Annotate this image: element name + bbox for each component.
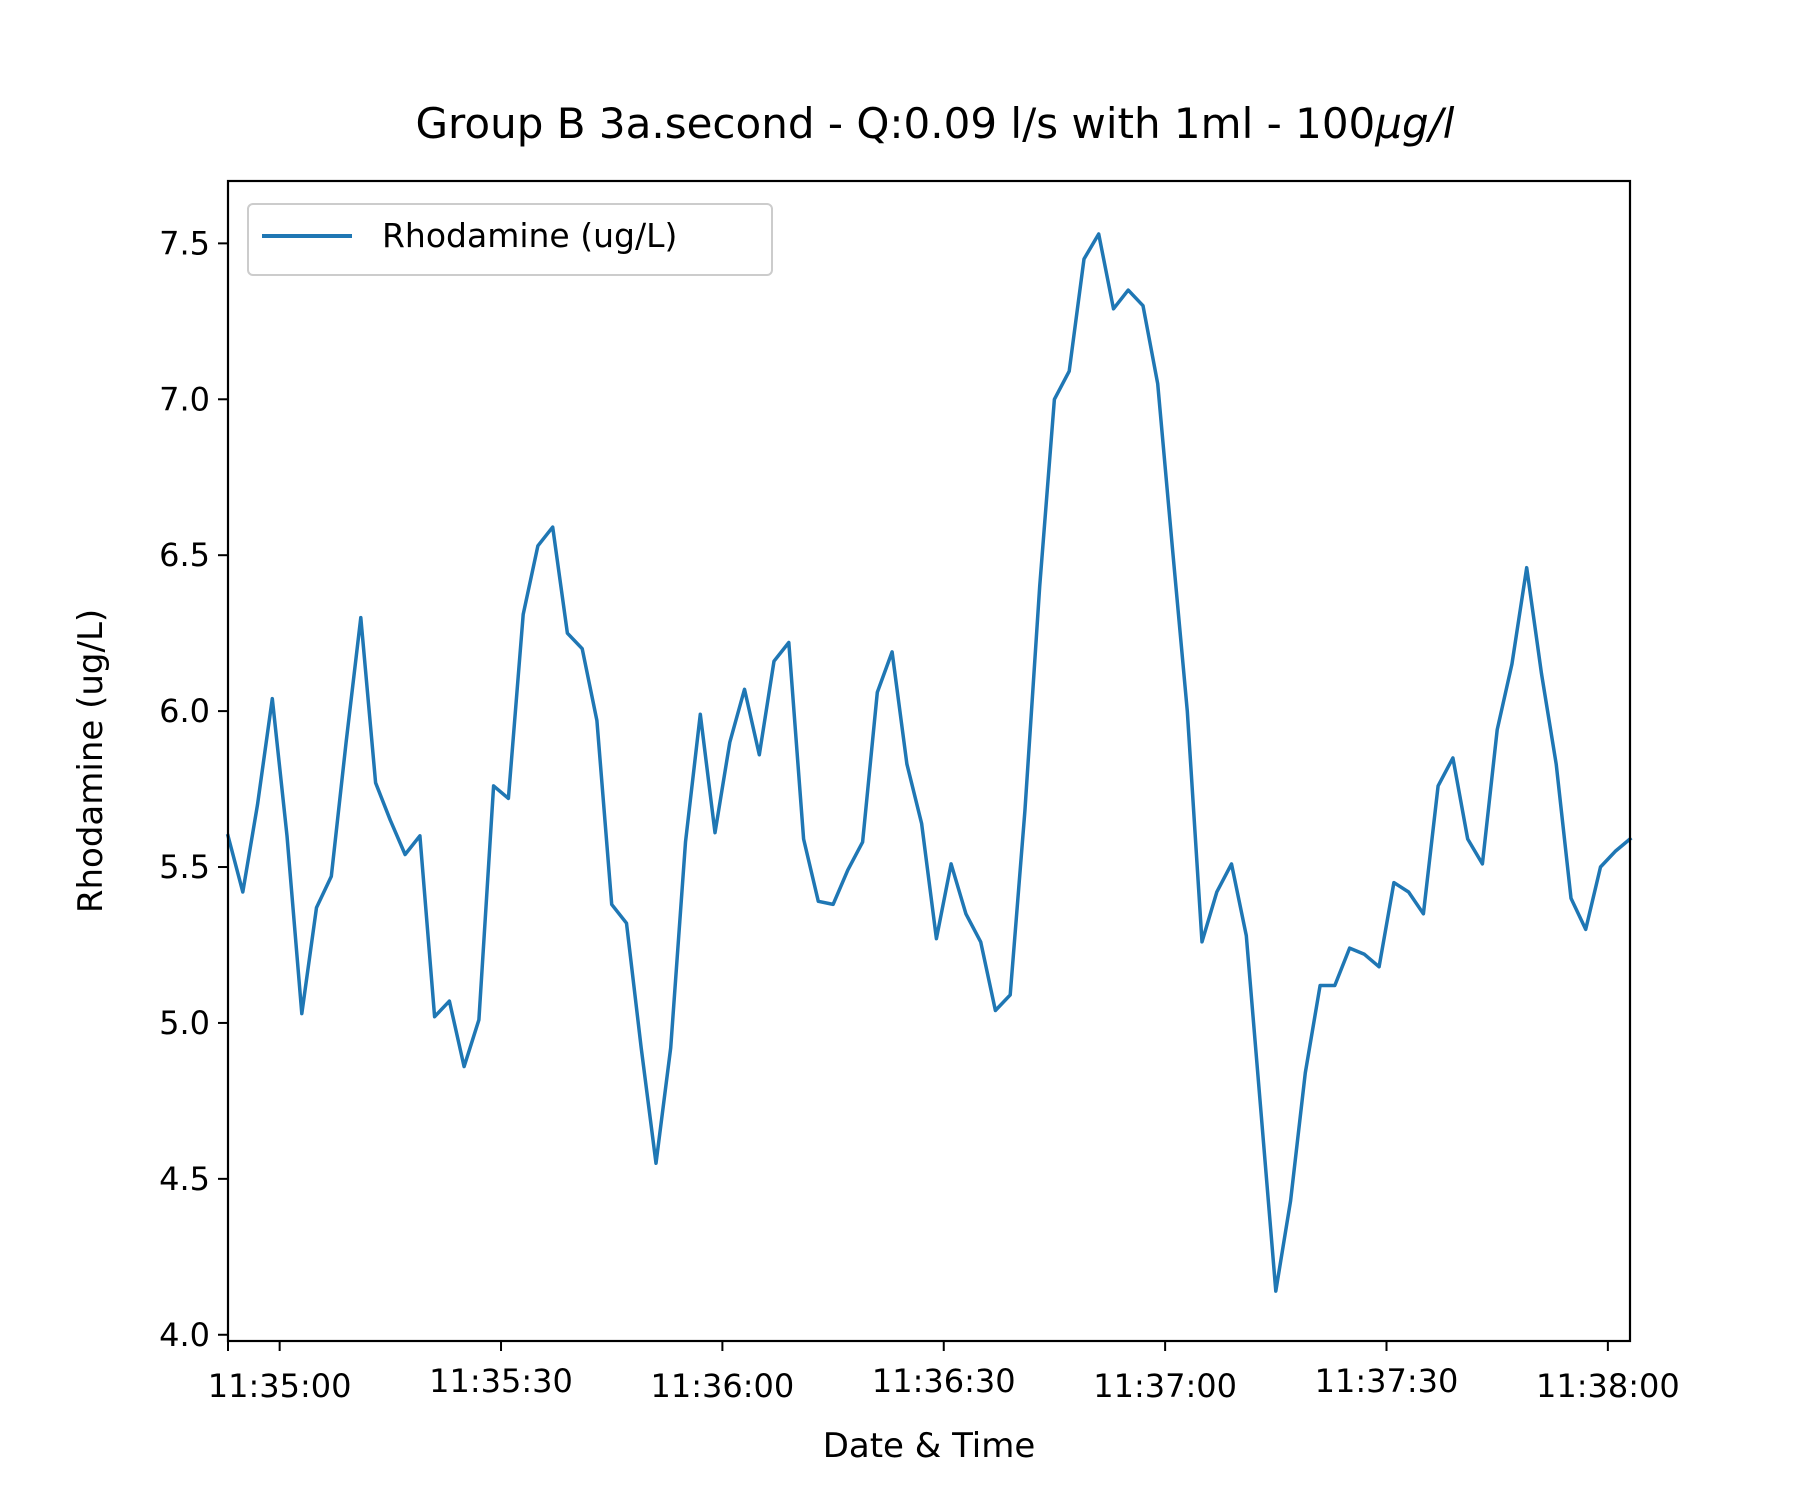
x-tick-label: 11:35:00 — [208, 1367, 352, 1405]
y-tick-label: 4.5 — [159, 1160, 210, 1198]
legend: Rhodamine (ug/L) — [247, 203, 773, 276]
x-tick-label: 11:37:30 — [1315, 1362, 1459, 1400]
x-tick-label: 11:35:30 — [429, 1362, 573, 1400]
x-tick-label: 11:37:00 — [1093, 1367, 1237, 1405]
plot-area — [225, 179, 1633, 1343]
x-tick-label: 11:36:30 — [872, 1362, 1016, 1400]
y-tick-label: 6.0 — [159, 692, 210, 730]
chart-title: Group B 3a.second - Q:0.09 l/s with 1ml … — [416, 99, 1455, 148]
y-tick-label: 6.5 — [159, 536, 210, 574]
x-axis: 11:35:00 11:35:30 11:36:00 11:36:30 11:37:00… — [208, 1341, 1680, 1405]
y-tick-label: 7.0 — [159, 380, 210, 418]
y-axis: 4.0 4.5 5.0 5.5 6.0 6.5 7.0 7.5 — [159, 224, 228, 1354]
x-axis-title: Date & Time — [823, 1426, 1036, 1466]
legend-label: Rhodamine (ug/L) — [382, 216, 677, 255]
x-tick-label: 11:38:00 — [1536, 1367, 1680, 1405]
axes-frame — [226, 179, 1632, 1343]
y-tick-label: 7.5 — [159, 224, 210, 262]
y-tick-label: 5.5 — [159, 848, 210, 886]
x-tick-label: 11:36:00 — [651, 1367, 795, 1405]
line-layer — [225, 232, 1633, 1293]
legend-box — [247, 203, 773, 276]
y-tick-label: 5.0 — [159, 1004, 210, 1042]
series-line — [225, 232, 1633, 1293]
y-axis-title: Rhodamine (ug/L) — [71, 609, 111, 913]
y-tick-label: 4.0 — [159, 1316, 210, 1354]
